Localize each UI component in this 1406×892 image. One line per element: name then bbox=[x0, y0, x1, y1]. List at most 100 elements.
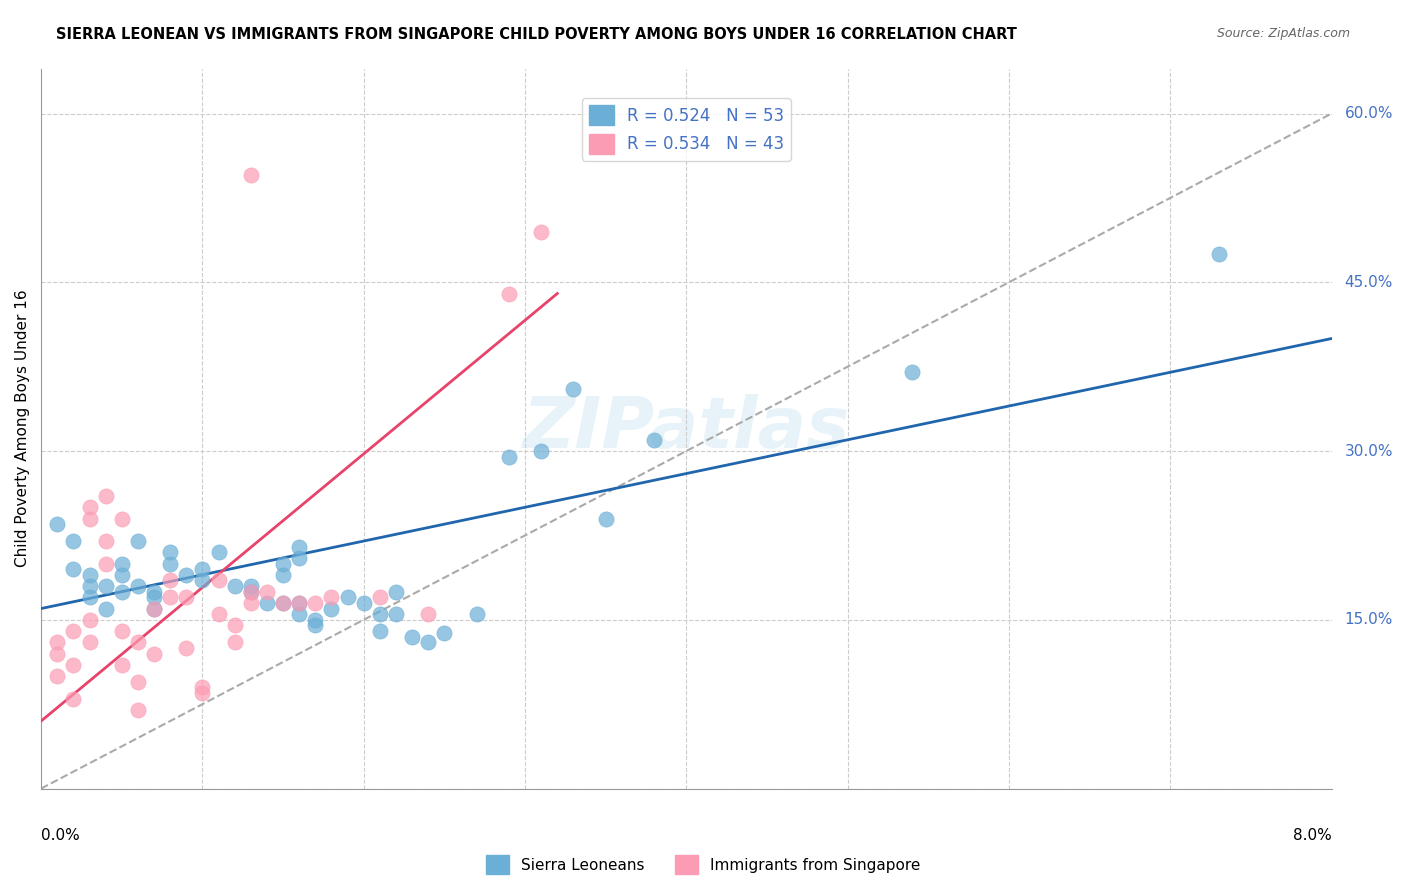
Text: 30.0%: 30.0% bbox=[1344, 443, 1393, 458]
Point bbox=[46, 647, 69, 661]
Point bbox=[111, 624, 134, 638]
Point bbox=[191, 681, 214, 695]
Text: 8.0%: 8.0% bbox=[1294, 828, 1331, 843]
Point bbox=[239, 584, 262, 599]
Point bbox=[143, 591, 166, 605]
Point bbox=[79, 613, 101, 627]
Point bbox=[288, 607, 311, 622]
Point bbox=[239, 169, 262, 183]
Text: 15.0%: 15.0% bbox=[1344, 612, 1393, 627]
Point bbox=[46, 669, 69, 683]
Point bbox=[174, 640, 197, 655]
Point bbox=[271, 596, 294, 610]
Point bbox=[94, 579, 117, 593]
Point bbox=[174, 591, 197, 605]
Point bbox=[94, 557, 117, 571]
Point bbox=[271, 596, 294, 610]
Point bbox=[353, 596, 375, 610]
Point bbox=[62, 534, 84, 549]
Point bbox=[143, 601, 166, 615]
Point bbox=[304, 596, 326, 610]
Point bbox=[62, 562, 84, 576]
Point bbox=[256, 584, 278, 599]
Point bbox=[159, 545, 181, 559]
Point bbox=[111, 657, 134, 672]
Point bbox=[207, 545, 229, 559]
Point bbox=[79, 511, 101, 525]
Point bbox=[62, 624, 84, 638]
Point bbox=[111, 557, 134, 571]
Point bbox=[385, 607, 408, 622]
Point bbox=[224, 618, 246, 632]
Point bbox=[336, 591, 359, 605]
Legend: R = 0.524   N = 53, R = 0.534   N = 43: R = 0.524 N = 53, R = 0.534 N = 43 bbox=[582, 98, 790, 161]
Point bbox=[191, 574, 214, 588]
Point bbox=[207, 607, 229, 622]
Point bbox=[79, 579, 101, 593]
Point bbox=[143, 601, 166, 615]
Point bbox=[418, 635, 440, 649]
Point bbox=[159, 557, 181, 571]
Point bbox=[79, 635, 101, 649]
Text: SIERRA LEONEAN VS IMMIGRANTS FROM SINGAPORE CHILD POVERTY AMONG BOYS UNDER 16 CO: SIERRA LEONEAN VS IMMIGRANTS FROM SINGAP… bbox=[56, 27, 1017, 42]
Point bbox=[62, 691, 84, 706]
Point bbox=[159, 574, 181, 588]
Point bbox=[127, 703, 149, 717]
Y-axis label: Child Poverty Among Boys Under 16: Child Poverty Among Boys Under 16 bbox=[15, 290, 30, 567]
Point bbox=[143, 647, 166, 661]
Point bbox=[271, 557, 294, 571]
Point bbox=[174, 567, 197, 582]
Text: ZIPatlas: ZIPatlas bbox=[523, 394, 851, 463]
Point bbox=[643, 433, 665, 447]
Text: Source: ZipAtlas.com: Source: ZipAtlas.com bbox=[1216, 27, 1350, 40]
Point bbox=[288, 596, 311, 610]
Point bbox=[94, 534, 117, 549]
Point bbox=[530, 225, 553, 239]
Point bbox=[368, 607, 391, 622]
Point bbox=[239, 579, 262, 593]
Point bbox=[901, 365, 924, 379]
Point bbox=[288, 540, 311, 554]
Text: 60.0%: 60.0% bbox=[1344, 106, 1393, 121]
Point bbox=[288, 596, 311, 610]
Point bbox=[191, 562, 214, 576]
Point bbox=[321, 591, 343, 605]
Point bbox=[127, 674, 149, 689]
Text: 45.0%: 45.0% bbox=[1344, 275, 1393, 290]
Point bbox=[530, 444, 553, 458]
Point bbox=[562, 382, 585, 396]
Point bbox=[79, 567, 101, 582]
Point bbox=[498, 286, 520, 301]
Point bbox=[498, 450, 520, 464]
Point bbox=[111, 584, 134, 599]
Text: 0.0%: 0.0% bbox=[41, 828, 80, 843]
Point bbox=[239, 596, 262, 610]
Point bbox=[239, 584, 262, 599]
Point bbox=[595, 511, 617, 525]
Point bbox=[94, 489, 117, 503]
Point bbox=[304, 618, 326, 632]
Point bbox=[401, 630, 423, 644]
Point bbox=[127, 635, 149, 649]
Point bbox=[143, 584, 166, 599]
Point bbox=[385, 584, 408, 599]
Legend: Sierra Leoneans, Immigrants from Singapore: Sierra Leoneans, Immigrants from Singapo… bbox=[479, 849, 927, 880]
Point bbox=[62, 657, 84, 672]
Point bbox=[111, 511, 134, 525]
Point bbox=[94, 601, 117, 615]
Point bbox=[368, 624, 391, 638]
Point bbox=[465, 607, 488, 622]
Point bbox=[111, 567, 134, 582]
Point bbox=[304, 613, 326, 627]
Point bbox=[224, 635, 246, 649]
Point bbox=[256, 596, 278, 610]
Point bbox=[191, 686, 214, 700]
Point bbox=[321, 601, 343, 615]
Point bbox=[1208, 247, 1230, 261]
Point bbox=[79, 500, 101, 515]
Point bbox=[224, 579, 246, 593]
Point bbox=[159, 591, 181, 605]
Point bbox=[127, 579, 149, 593]
Point bbox=[207, 574, 229, 588]
Point bbox=[418, 607, 440, 622]
